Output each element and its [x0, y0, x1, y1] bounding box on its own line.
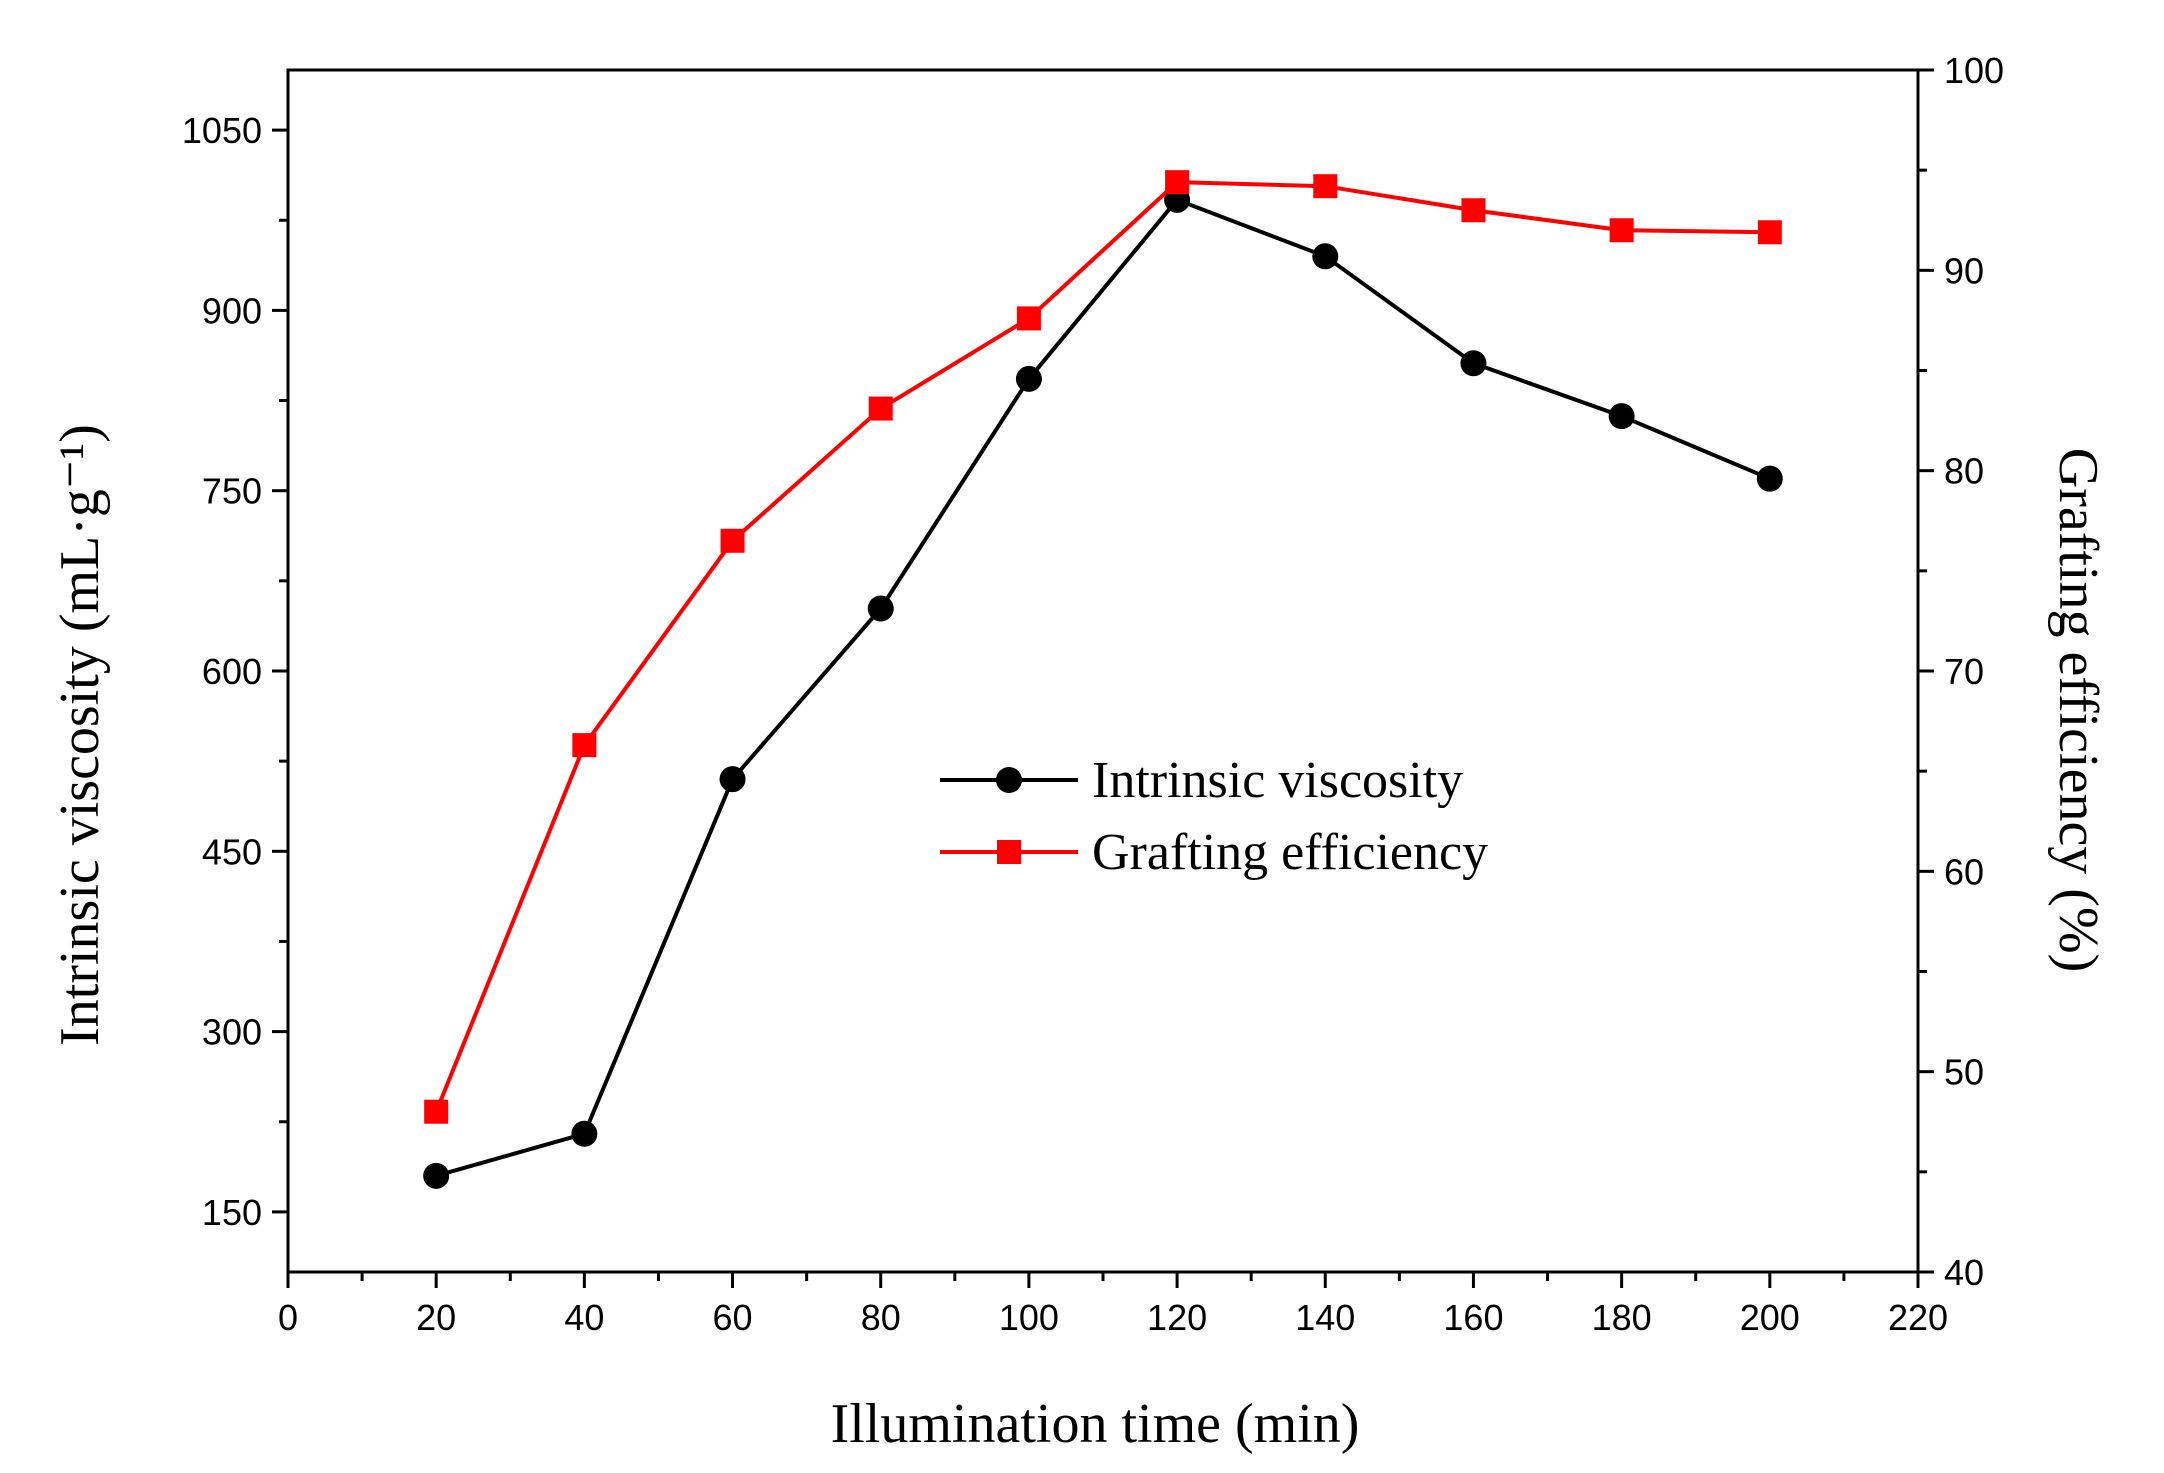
x-tick-label: 0	[278, 1297, 298, 1338]
y-left-tick-label: 450	[202, 831, 262, 872]
data-point-circle	[423, 1162, 450, 1189]
data-point-circle	[1312, 243, 1339, 270]
y-axis-right-title: Grafting efficiency (%)	[2047, 448, 2109, 972]
y-left-tick-label: 900	[202, 290, 262, 331]
x-tick-label: 80	[861, 1297, 901, 1338]
data-point-square	[1609, 218, 1634, 243]
data-point-circle	[571, 1120, 598, 1147]
legend-label: Intrinsic viscosity	[1092, 752, 1463, 809]
data-point-square	[1461, 198, 1486, 223]
y-right-tick-label: 90	[1944, 250, 1984, 291]
legend-label: Grafting efficiency	[1092, 824, 1488, 881]
data-point-circle	[1015, 365, 1042, 392]
x-tick-label: 160	[1443, 1297, 1503, 1338]
x-tick-label: 40	[564, 1297, 604, 1338]
x-tick-label: 180	[1592, 1297, 1652, 1338]
data-point-square	[868, 396, 893, 421]
data-point-circle	[1460, 350, 1487, 377]
x-tick-label: 20	[416, 1297, 456, 1338]
y-left-tick-label: 1050	[182, 110, 262, 151]
x-tick-label: 100	[999, 1297, 1059, 1338]
data-point-square	[1016, 306, 1041, 331]
legend-marker-circle	[996, 767, 1022, 793]
series-layer	[423, 170, 1783, 1189]
data-point-circle	[719, 766, 746, 793]
y-left-tick-label: 750	[202, 471, 262, 512]
y-right-tick-label: 60	[1944, 851, 1984, 892]
data-point-circle	[1608, 403, 1635, 430]
data-point-square	[720, 528, 745, 553]
legend-marker-square	[997, 840, 1021, 864]
series-line-1	[434, 180, 1770, 1113]
data-point-circle	[1756, 465, 1783, 492]
x-tick-label: 120	[1147, 1297, 1207, 1338]
x-axis-title: Illumination time (min)	[831, 1393, 1360, 1455]
x-tick-label: 200	[1740, 1297, 1800, 1338]
y-left-tick-label: 600	[202, 651, 262, 692]
y-left-tick-label: 300	[202, 1012, 262, 1053]
data-point-square	[572, 733, 597, 758]
legend: Intrinsic viscosity Grafting efficiency	[940, 752, 1488, 881]
data-point-square	[1313, 174, 1338, 199]
y-right-tick-label: 80	[1944, 451, 1984, 492]
axes: 0 20 40 60 80 100 120 140 160 180 200 220 150 300 450 6…	[182, 50, 2004, 1338]
data-point-square	[424, 1099, 449, 1124]
x-tick-label: 60	[713, 1297, 753, 1338]
y-right-tick-label: 40	[1944, 1252, 1984, 1293]
series-line-0	[435, 197, 1771, 1178]
data-point-square	[1165, 170, 1190, 195]
data-point-circle	[867, 595, 894, 622]
y-right-tick-label: 100	[1944, 50, 2004, 91]
x-tick-label: 220	[1888, 1297, 1948, 1338]
x-tick-label: 140	[1295, 1297, 1355, 1338]
y-right-tick-label: 50	[1944, 1052, 1984, 1093]
y-axis-left-title: Intrinsic viscosity (mL·g⁻¹)	[49, 424, 111, 1046]
data-point-square	[1757, 220, 1782, 245]
y-right-tick-label: 70	[1944, 651, 1984, 692]
y-left-tick-label: 150	[202, 1192, 262, 1233]
